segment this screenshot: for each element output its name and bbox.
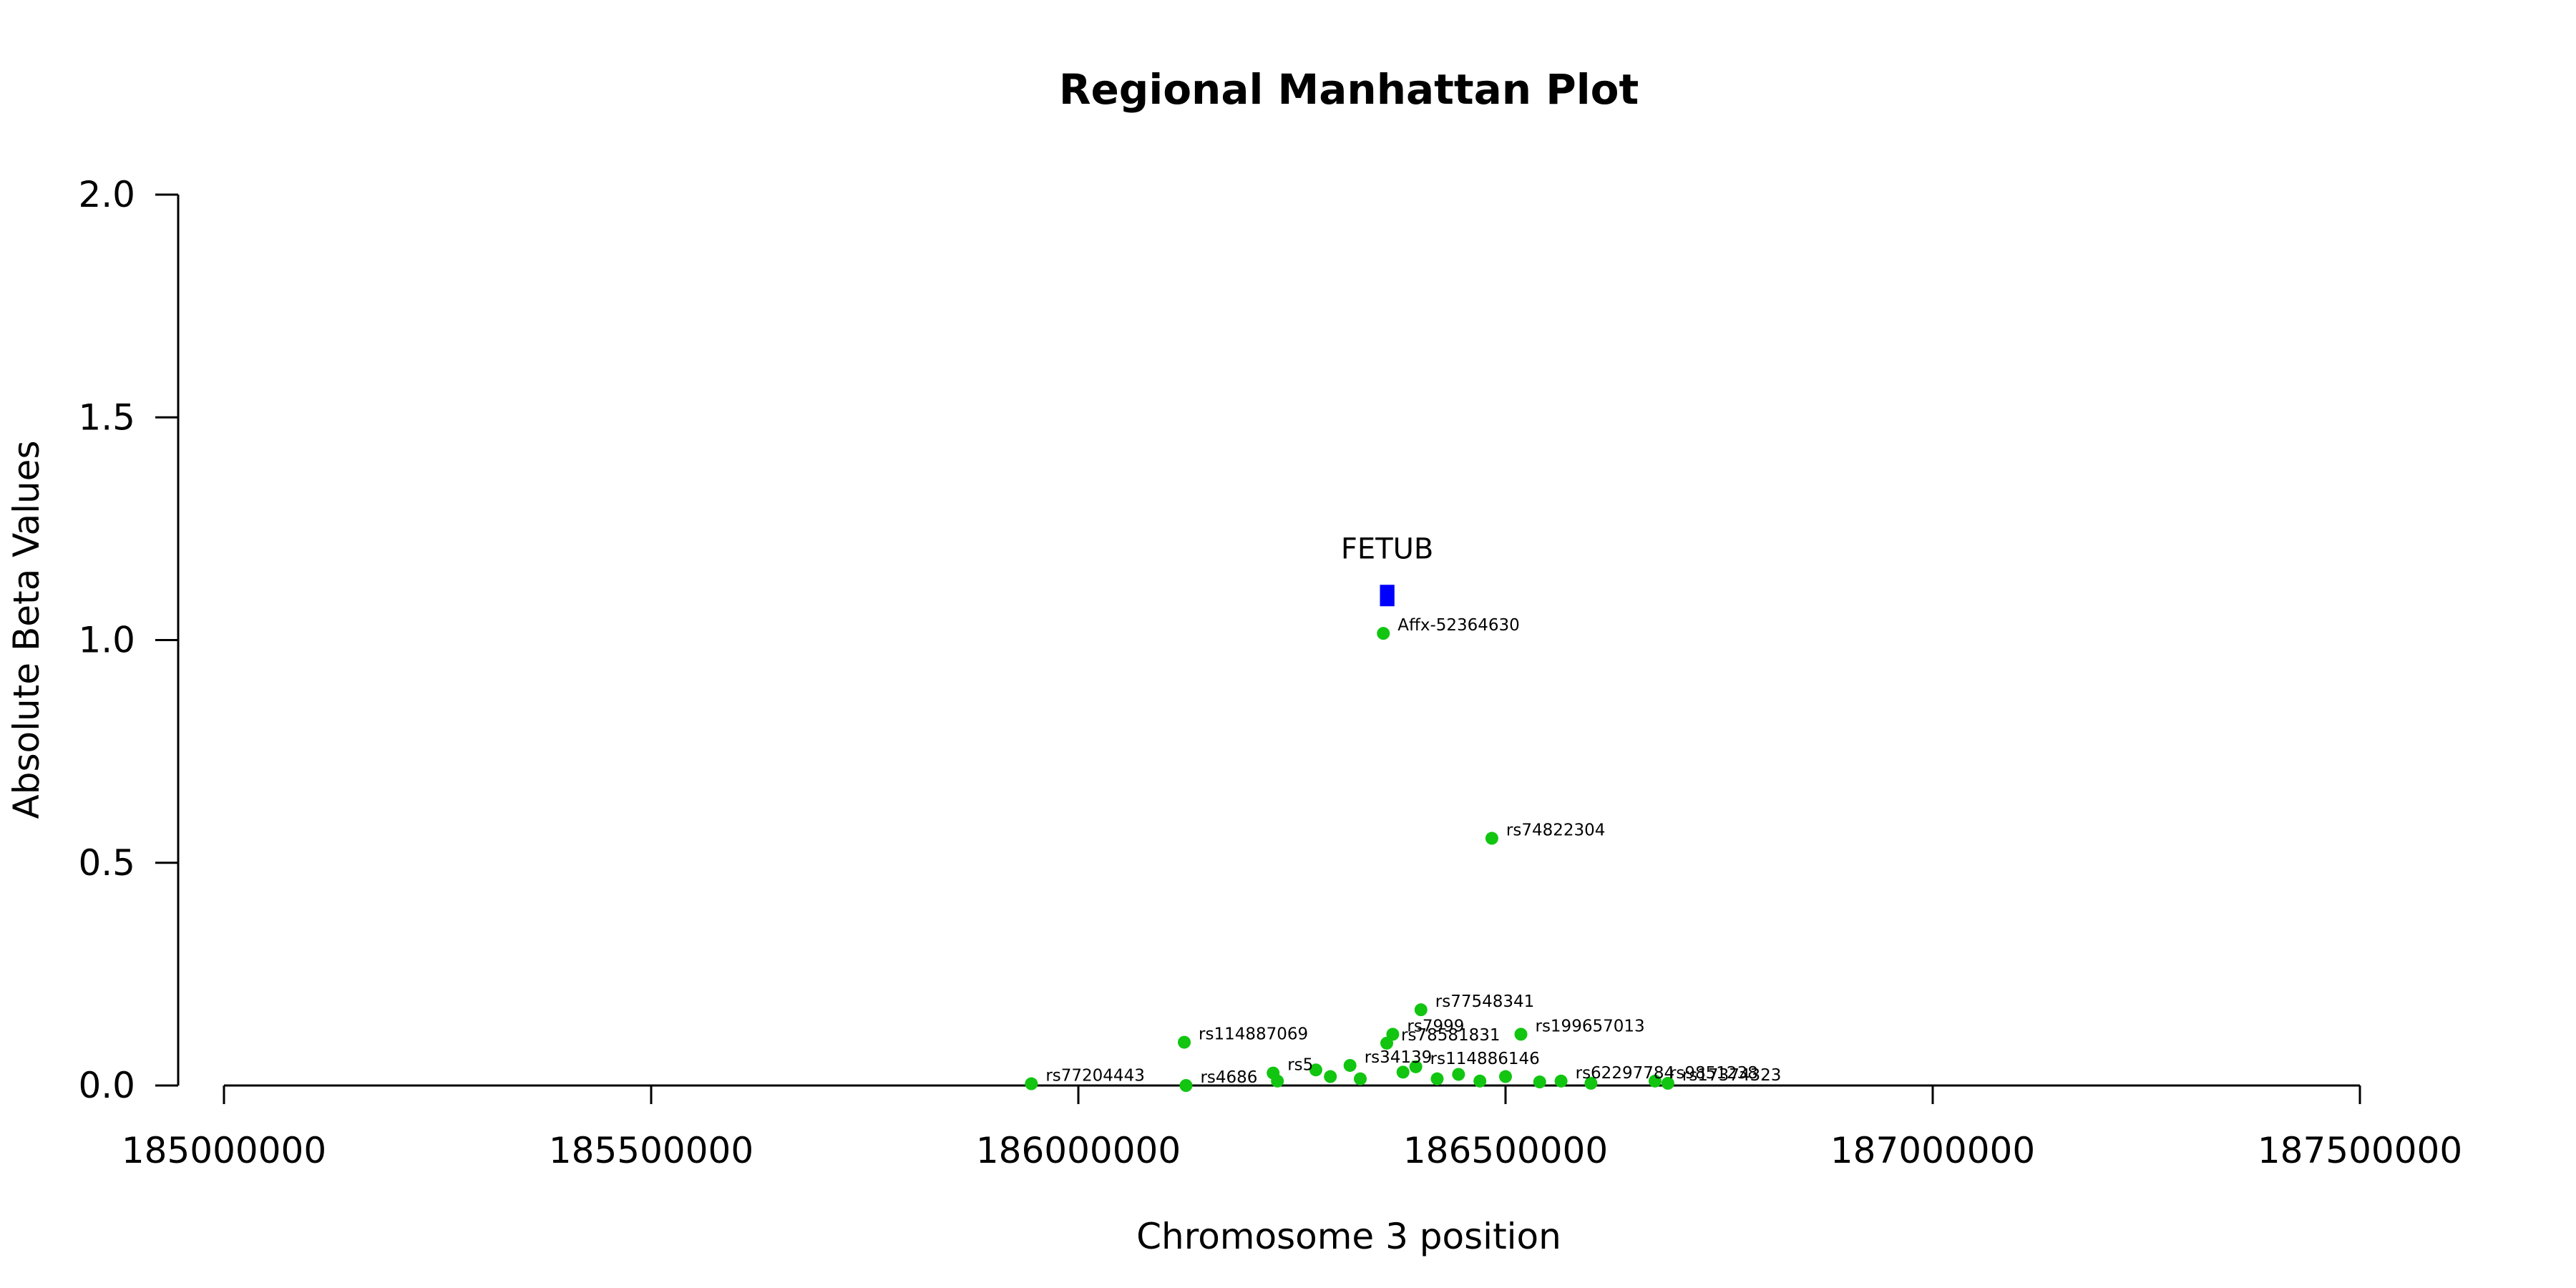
snp-point: [1324, 1070, 1337, 1083]
snp-point: [1377, 627, 1390, 640]
snp-point: [1584, 1076, 1598, 1090]
y-tick-label: 1.0: [78, 620, 135, 661]
snp-point: [1396, 1065, 1410, 1079]
snp-point: [1343, 1058, 1357, 1072]
snp-point: [1499, 1070, 1512, 1083]
gene-fetub-marker: [1380, 585, 1395, 607]
snp-point-label: rs77548341: [1435, 992, 1535, 1011]
point-labels-layer: Affx-52364630 rs74822304 rs77548341rs19965…: [1045, 616, 1781, 1087]
snp-point-label: rs77204443: [1045, 1067, 1145, 1085]
snp-point: [1430, 1072, 1444, 1085]
snp-point: [1025, 1077, 1038, 1091]
y-tick-label: 2.0: [78, 174, 135, 215]
snp-point: [1533, 1075, 1546, 1089]
x-tick-label: 186000000: [976, 1130, 1181, 1171]
snp-point-label: rs62297784: [1576, 1064, 1675, 1083]
snp-point-label: rs4686: [1200, 1068, 1257, 1087]
snp-point: [1271, 1074, 1284, 1088]
x-tick-label: 187500000: [2258, 1130, 2462, 1171]
gene-label: FETUB: [1341, 532, 1433, 565]
x-tick-label: 186500000: [1403, 1130, 1608, 1171]
snp-point: [1452, 1068, 1465, 1081]
chart-title: Regional Manhattan Plot: [1059, 65, 1639, 114]
snp-point: [1178, 1035, 1191, 1049]
y-axis-label: Absolute Beta Values: [6, 441, 47, 819]
snp-point-label: rs5: [1287, 1056, 1313, 1075]
snp-point-label: rs78581831: [1401, 1026, 1501, 1045]
axes: 185000000 185500000 186000000 186500000 1870…: [78, 174, 2462, 1171]
snp-point: [1179, 1079, 1193, 1092]
snp-point: [1648, 1074, 1662, 1088]
x-axis-label: Chromosome 3 position: [1136, 1216, 1561, 1257]
snp-point-label: rs74822304: [1506, 821, 1606, 840]
snp-point-label: rs9851238: [1669, 1064, 1758, 1083]
snp-point: [1414, 1003, 1428, 1017]
points-layer: [1025, 627, 1674, 1092]
snp-point-label: rs199657013: [1535, 1017, 1644, 1035]
snp-point: [1354, 1072, 1367, 1085]
x-tick-label: 187000000: [1830, 1130, 2035, 1171]
snp-point: [1554, 1074, 1568, 1088]
snp-point-label: rs114887069: [1199, 1025, 1308, 1044]
x-tick-label: 185500000: [549, 1130, 753, 1171]
snp-point-label: rs7999: [1407, 1017, 1464, 1035]
snp-point: [1661, 1076, 1674, 1090]
snp-point: [1473, 1074, 1487, 1088]
y-tick-label: 1.5: [78, 396, 135, 438]
snp-point-label: rs17374323: [1682, 1066, 1782, 1085]
snp-point-label: rs114886146: [1430, 1050, 1540, 1068]
x-tick-label: 185000000: [122, 1130, 326, 1171]
snp-point: [1380, 1036, 1394, 1050]
snp-point: [1309, 1063, 1322, 1077]
snp-point: [1485, 831, 1498, 845]
gene-layer: FETUB: [1341, 532, 1433, 607]
y-tick-label: 0.0: [78, 1065, 135, 1106]
snp-point-label: rs34139: [1365, 1048, 1433, 1067]
y-tick-label: 0.5: [78, 842, 135, 884]
snp-point-label: Affx-52364630: [1397, 616, 1520, 635]
snp-point: [1514, 1028, 1528, 1041]
snp-point: [1409, 1060, 1423, 1073]
